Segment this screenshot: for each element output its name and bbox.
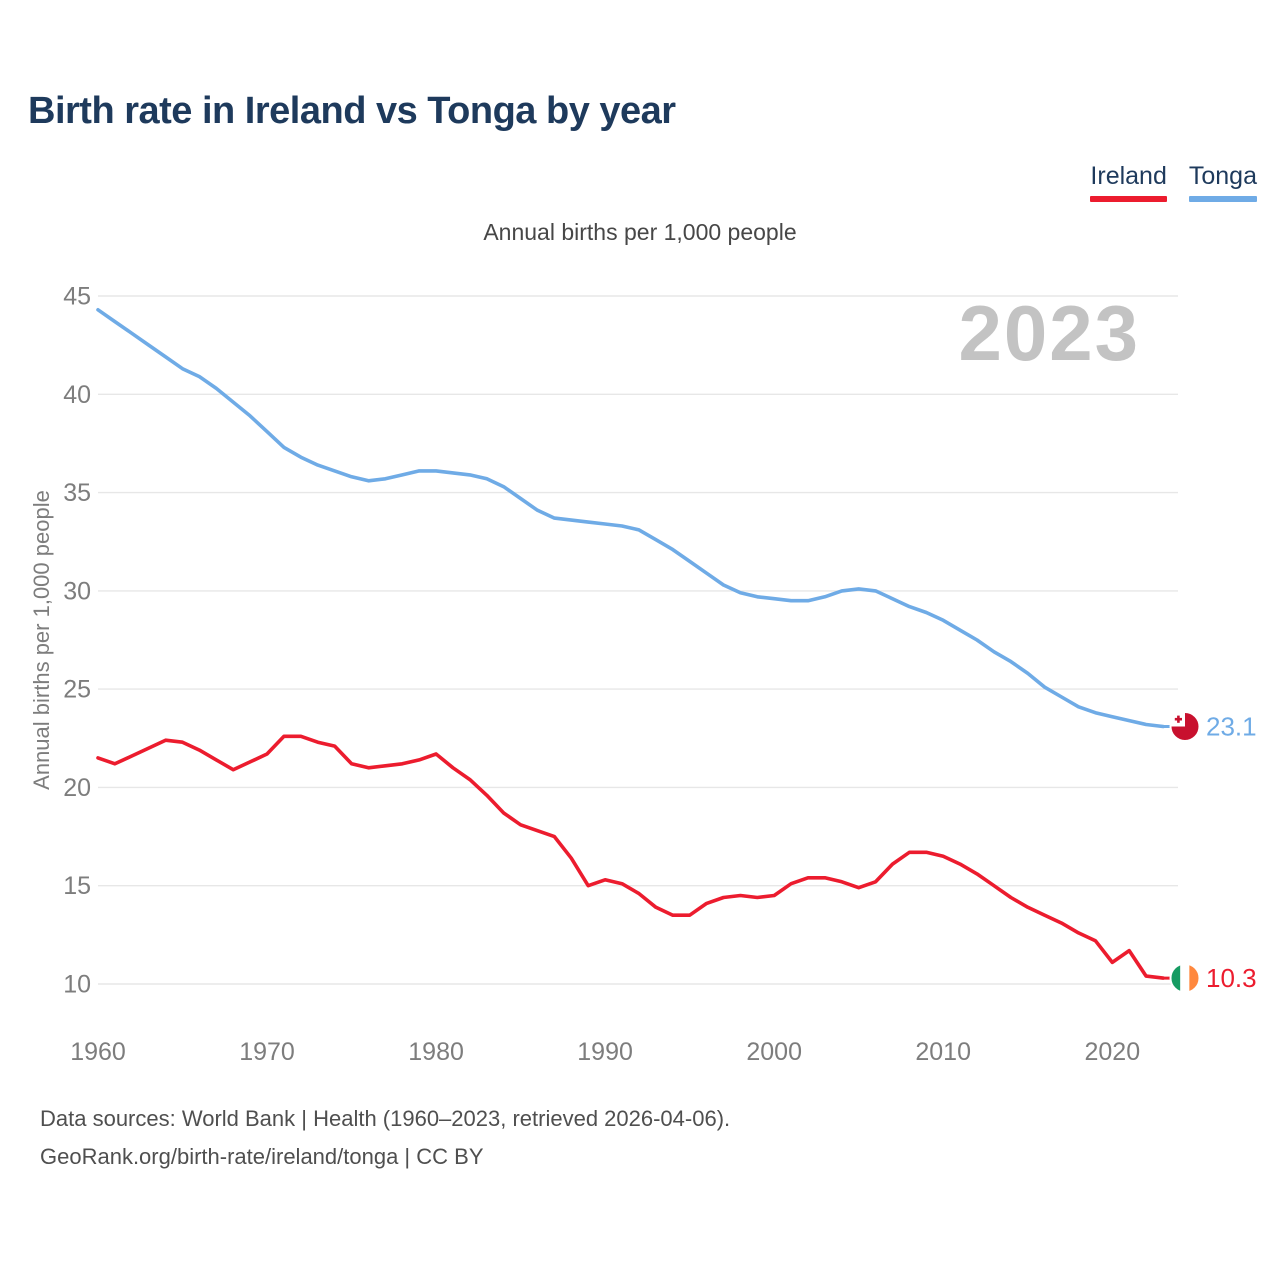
legend-item-tonga[interactable]: Tonga — [1188, 162, 1257, 202]
legend-item-ireland[interactable]: Ireland — [1090, 162, 1167, 202]
footer-sources: Data sources: World Bank | Health (1960–… — [40, 1106, 731, 1131]
chart-subtitle: Annual births per 1,000 people — [483, 219, 797, 245]
y-tick-label: 20 — [63, 774, 91, 802]
tonga-end-value: 23.1 — [1206, 712, 1257, 742]
y-tick-label: 35 — [63, 479, 91, 507]
x-tick-label: 1970 — [239, 1038, 295, 1066]
x-tick-label: 1960 — [70, 1038, 126, 1066]
watermark-year: 2023 — [958, 289, 1140, 377]
x-tick-label: 2000 — [746, 1038, 802, 1066]
y-tick-label: 15 — [63, 872, 91, 900]
ireland-flag-icon — [1169, 962, 1201, 994]
x-tick-label: 1980 — [408, 1038, 464, 1066]
legend-label: Tonga — [1188, 162, 1257, 190]
line-chart: 45 40 35 30 25 20 15 10 1960 1970 1980 1990 2000 2010… — [63, 283, 1257, 1067]
legend-underline — [1188, 195, 1257, 202]
legend-underline — [1090, 195, 1167, 202]
legend-label: Ireland — [1090, 162, 1167, 190]
footer-link: GeoRank.org/birth-rate/ireland/tonga | C… — [40, 1144, 484, 1169]
page-title: Birth rate in Ireland vs Tonga by year — [28, 90, 676, 132]
y-axis-ticks: 45 40 35 30 25 20 15 10 — [63, 283, 91, 999]
x-tick-label: 1990 — [577, 1038, 633, 1066]
footer: Data sources: World Bank | Health (1960–… — [40, 1100, 730, 1176]
x-axis-ticks: 1960 1970 1980 1990 2000 2010 2020 — [70, 1038, 1140, 1066]
y-tick-label: 10 — [63, 971, 91, 999]
tonga-line — [96, 307, 1165, 729]
y-tick-label: 45 — [63, 283, 91, 311]
tonga-flag-icon — [1169, 711, 1201, 742]
ireland-end-value: 10.3 — [1206, 963, 1257, 993]
y-tick-label: 40 — [63, 381, 91, 409]
y-tick-label: 30 — [63, 577, 91, 605]
legend: Ireland Tonga — [1090, 162, 1257, 202]
x-tick-label: 2010 — [915, 1038, 971, 1066]
ireland-line — [96, 734, 1165, 980]
x-tick-label: 2020 — [1084, 1038, 1140, 1066]
y-tick-label: 25 — [63, 676, 91, 704]
gridlines — [98, 295, 1178, 985]
